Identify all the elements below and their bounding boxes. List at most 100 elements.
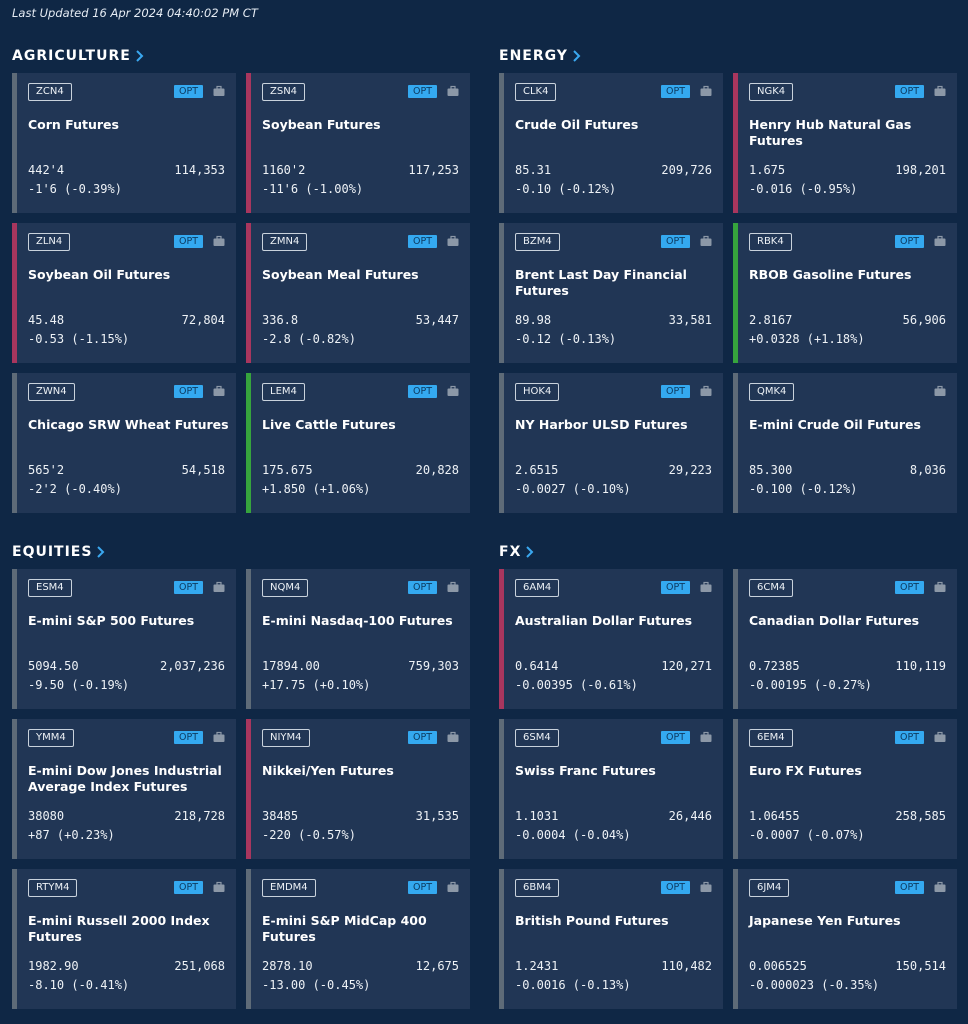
briefcase-icon[interactable] (447, 881, 459, 893)
briefcase-icon[interactable] (213, 581, 225, 593)
last-price: 0.006525 (749, 959, 807, 973)
options-badge[interactable]: OPT (660, 581, 690, 594)
last-price: 1.2431 (515, 959, 559, 973)
briefcase-icon[interactable] (213, 385, 225, 397)
options-badge[interactable]: OPT (173, 731, 203, 744)
options-badge[interactable]: OPT (173, 581, 203, 594)
volume: 33,581 (668, 313, 712, 327)
briefcase-icon[interactable] (700, 385, 712, 397)
options-badge[interactable]: OPT (660, 85, 690, 98)
futures-card[interactable]: ZMN4 OPT Soybean Meal Futures 336.8 53,447 -2… (246, 223, 470, 363)
last-price: 38080 (28, 809, 65, 823)
briefcase-icon[interactable] (934, 385, 946, 397)
briefcase-icon[interactable] (934, 235, 946, 247)
volume: 31,535 (415, 809, 459, 823)
options-badge[interactable]: OPT (660, 235, 690, 248)
volume: 759,303 (408, 659, 459, 673)
futures-card[interactable]: LEM4 OPT Live Cattle Futures 175.675 20,828 +… (246, 373, 470, 513)
price-change: -8.10 (-0.41%) (28, 978, 130, 992)
briefcase-icon[interactable] (700, 235, 712, 247)
futures-card[interactable]: NQM4 OPT E-mini Nasdaq-100 Futures 17894.00… (246, 569, 470, 709)
futures-card[interactable]: ZLN4 OPT Soybean Oil Futures 45.48 72,804 -0.… (12, 223, 236, 363)
volume: 110,119 (895, 659, 946, 673)
futures-card[interactable]: 6AM4 OPT Australian Dollar Futures 0.6414 12… (499, 569, 723, 709)
section-title-link[interactable]: EQUITIES (12, 544, 106, 560)
briefcase-icon[interactable] (700, 731, 712, 743)
briefcase-icon[interactable] (934, 881, 946, 893)
futures-card[interactable]: CLK4 OPT Crude Oil Futures 85.31 209,726 -0.1… (499, 73, 723, 213)
contract-name: Australian Dollar Futures (515, 613, 693, 628)
options-badge[interactable]: OPT (894, 881, 924, 894)
symbol-badge: QMK4 (749, 383, 795, 401)
options-badge[interactable]: OPT (407, 881, 437, 894)
futures-card[interactable]: NGK4 OPT Henry Hub Natural Gas Futures 1.67… (733, 73, 957, 213)
futures-card[interactable]: ZSN4 OPT Soybean Futures 1160'2 117,253 -11'6… (246, 73, 470, 213)
briefcase-icon[interactable] (934, 731, 946, 743)
last-price: 565'2 (28, 463, 65, 477)
last-price: 85.300 (749, 463, 793, 477)
options-badge[interactable]: OPT (173, 235, 203, 248)
futures-card[interactable]: RTYM4 OPT E-mini Russell 2000 Index Future… (12, 869, 236, 1009)
volume: 2,037,236 (159, 659, 225, 673)
futures-card[interactable]: YMM4 OPT E-mini Dow Jones Industrial Avera… (12, 719, 236, 859)
options-badge[interactable]: OPT (894, 85, 924, 98)
briefcase-icon[interactable] (934, 85, 946, 97)
futures-card[interactable]: 6CM4 OPT Canadian Dollar Futures 0.72385 110… (733, 569, 957, 709)
section-title-link[interactable]: AGRICULTURE (12, 48, 145, 64)
options-badge[interactable]: OPT (173, 881, 203, 894)
briefcase-icon[interactable] (447, 385, 459, 397)
symbol-badge: NIYM4 (262, 729, 310, 747)
futures-card[interactable]: 6EM4 OPT Euro FX Futures 1.06455 258,585 -0.0… (733, 719, 957, 859)
options-badge[interactable]: OPT (407, 235, 437, 248)
briefcase-icon[interactable] (700, 581, 712, 593)
futures-card[interactable]: ESM4 OPT E-mini S&P 500 Futures 5094.50 2,03… (12, 569, 236, 709)
futures-card[interactable]: ZCN4 OPT Corn Futures 442'4 114,353 -1'6 (-0.… (12, 73, 236, 213)
futures-card[interactable]: 6SM4 OPT Swiss Franc Futures 1.1031 26,446 -0… (499, 719, 723, 859)
volume: 209,726 (661, 163, 712, 177)
last-price: 2.8167 (749, 313, 793, 327)
section-title-link[interactable]: FX (499, 544, 535, 560)
price-change: -0.53 (-1.15%) (28, 332, 130, 346)
options-badge[interactable]: OPT (660, 881, 690, 894)
options-badge[interactable]: OPT (407, 581, 437, 594)
options-badge[interactable]: OPT (173, 385, 203, 398)
briefcase-icon[interactable] (447, 235, 459, 247)
options-badge[interactable]: OPT (407, 385, 437, 398)
last-price: 0.72385 (749, 659, 800, 673)
section-title-link[interactable]: ENERGY (499, 48, 582, 64)
symbol-badge: YMM4 (28, 729, 74, 747)
price-change: -220 (-0.57%) (262, 828, 356, 842)
futures-card[interactable]: EMDM4 OPT E-mini S&P MidCap 400 Futures 287… (246, 869, 470, 1009)
briefcase-icon[interactable] (447, 731, 459, 743)
options-badge[interactable]: OPT (660, 731, 690, 744)
options-badge[interactable]: OPT (407, 731, 437, 744)
options-badge[interactable]: OPT (660, 385, 690, 398)
options-badge[interactable]: OPT (894, 731, 924, 744)
volume: 54,518 (181, 463, 225, 477)
options-badge[interactable]: OPT (894, 235, 924, 248)
futures-card[interactable]: RBK4 OPT RBOB Gasoline Futures 2.8167 56,906… (733, 223, 957, 363)
briefcase-icon[interactable] (447, 85, 459, 97)
volume: 251,068 (174, 959, 225, 973)
futures-card[interactable]: ZWN4 OPT Chicago SRW Wheat Futures 565'2 54,… (12, 373, 236, 513)
futures-card[interactable]: BZM4 OPT Brent Last Day Financial Futures 8… (499, 223, 723, 363)
options-badge[interactable]: OPT (173, 85, 203, 98)
briefcase-icon[interactable] (213, 235, 225, 247)
options-badge[interactable]: OPT (894, 581, 924, 594)
futures-card[interactable]: HOK4 OPT NY Harbor ULSD Futures 2.6515 29,22… (499, 373, 723, 513)
briefcase-icon[interactable] (447, 581, 459, 593)
futures-card[interactable]: 6JM4 OPT Japanese Yen Futures 0.006525 150,5… (733, 869, 957, 1009)
last-price: 1.1031 (515, 809, 559, 823)
options-badge[interactable]: OPT (407, 85, 437, 98)
futures-card[interactable]: NIYM4 OPT Nikkei/Yen Futures 38485 31,535 -22… (246, 719, 470, 859)
briefcase-icon[interactable] (934, 581, 946, 593)
briefcase-icon[interactable] (213, 731, 225, 743)
futures-card[interactable]: QMK4 E-mini Crude Oil Futures 85.300 8,036 -… (733, 373, 957, 513)
card-grid: CLK4 OPT Crude Oil Futures 85.31 209,726 -0.1… (499, 73, 957, 513)
briefcase-icon[interactable] (213, 85, 225, 97)
briefcase-icon[interactable] (213, 881, 225, 893)
contract-name: NY Harbor ULSD Futures (515, 417, 688, 432)
briefcase-icon[interactable] (700, 881, 712, 893)
futures-card[interactable]: 6BM4 OPT British Pound Futures 1.2431 110,48… (499, 869, 723, 1009)
briefcase-icon[interactable] (700, 85, 712, 97)
